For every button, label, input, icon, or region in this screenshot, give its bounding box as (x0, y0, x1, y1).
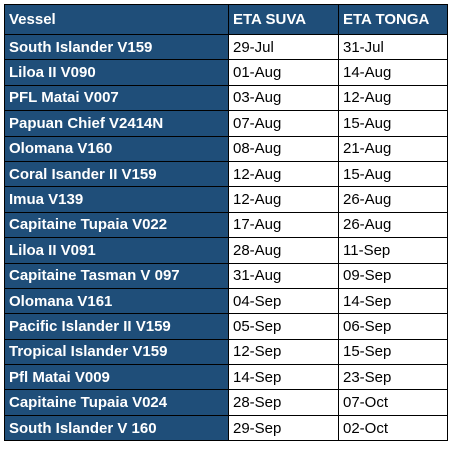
vessel-cell: Pacific Islander II V159 (4, 313, 229, 340)
table-row: Capitaine Tupaia V022 17-Aug 26-Aug (4, 211, 448, 239)
date-cell: 29-Jul (228, 33, 339, 61)
table-row: South Islander V159 29-Jul 31-Jul (4, 33, 448, 61)
vessel-cell: PFL Matai V007 (4, 84, 229, 112)
date-cell: 15-Aug (338, 160, 448, 188)
table-row: Coral Isander II V159 12-Aug 15-Aug (4, 160, 448, 188)
date-cell: 07-Aug (228, 110, 339, 137)
date-cell: 12-Aug (338, 84, 448, 112)
table-row: Liloa II V090 01-Aug 14-Aug (4, 59, 448, 86)
table-row: South Islander V 160 29-Sep 02-Oct (4, 414, 448, 442)
date-cell: 09-Sep (338, 262, 448, 289)
eta-table: Vessel ETA SUVA ETA TONGA South Islander V… (4, 4, 448, 442)
table-row: Papuan Chief V2414N 07-Aug 15-Aug (4, 110, 448, 137)
date-cell: 21-Aug (338, 135, 448, 162)
vessel-cell: Liloa II V090 (4, 59, 229, 86)
date-cell: 15-Sep (338, 338, 448, 366)
vessel-cell: Pfl Matai V009 (4, 364, 229, 391)
date-cell: 28-Aug (228, 237, 339, 264)
table-row: Capitaine Tupaia V024 28-Sep 07-Oct (4, 389, 448, 416)
vessel-cell: Imua V139 (4, 186, 229, 213)
date-cell: 08-Aug (228, 135, 339, 162)
table-row: Olomana V160 08-Aug 21-Aug (4, 135, 448, 162)
table-row: Liloa II V091 28-Aug 11-Sep (4, 237, 448, 264)
date-cell: 14-Sep (338, 287, 448, 315)
table-row: Tropical Islander V159 12-Sep 15-Sep (4, 338, 448, 366)
header-cell: ETA SUVA (228, 4, 339, 35)
table-row: Imua V139 12-Aug 26-Aug (4, 186, 448, 213)
date-cell: 02-Oct (338, 414, 448, 442)
date-cell: 12-Aug (228, 160, 339, 188)
table-row: Pfl Matai V009 14-Sep 23-Sep (4, 364, 448, 391)
date-cell: 04-Sep (228, 287, 339, 315)
vessel-cell: Papuan Chief V2414N (4, 110, 229, 137)
table-row: Pacific Islander II V159 05-Sep 06-Sep (4, 313, 448, 340)
vessel-cell: Olomana V161 (4, 287, 229, 315)
date-cell: 29-Sep (228, 414, 339, 442)
date-cell: 26-Aug (338, 186, 448, 213)
date-cell: 01-Aug (228, 59, 339, 86)
header-cell: Vessel (4, 4, 229, 35)
vessel-cell: Coral Isander II V159 (4, 160, 229, 188)
vessel-cell: Capitaine Tupaia V022 (4, 211, 229, 239)
date-cell: 12-Aug (228, 186, 339, 213)
vessel-cell: Olomana V160 (4, 135, 229, 162)
date-cell: 17-Aug (228, 211, 339, 239)
vessel-cell: Capitaine Tasman V 097 (4, 262, 229, 289)
table-row: PFL Matai V007 03-Aug 12-Aug (4, 84, 448, 112)
date-cell: 15-Aug (338, 110, 448, 137)
date-cell: 11-Sep (338, 237, 448, 264)
date-cell: 12-Sep (228, 338, 339, 366)
date-cell: 06-Sep (338, 313, 448, 340)
vessel-cell: South Islander V 160 (4, 414, 229, 442)
date-cell: 31-Jul (338, 33, 448, 61)
vessel-cell: Capitaine Tupaia V024 (4, 389, 229, 416)
date-cell: 14-Sep (228, 364, 339, 391)
table-row: Olomana V161 04-Sep 14-Sep (4, 287, 448, 315)
date-cell: 05-Sep (228, 313, 339, 340)
date-cell: 31-Aug (228, 262, 339, 289)
table-row: Capitaine Tasman V 097 31-Aug 09-Sep (4, 262, 448, 289)
header-row: Vessel ETA SUVA ETA TONGA (4, 4, 448, 35)
vessel-cell: Liloa II V091 (4, 237, 229, 264)
date-cell: 07-Oct (338, 389, 448, 416)
date-cell: 26-Aug (338, 211, 448, 239)
header-cell: ETA TONGA (338, 4, 448, 35)
vessel-cell: South Islander V159 (4, 33, 229, 61)
date-cell: 23-Sep (338, 364, 448, 391)
date-cell: 28-Sep (228, 389, 339, 416)
vessel-cell: Tropical Islander V159 (4, 338, 229, 366)
date-cell: 03-Aug (228, 84, 339, 112)
date-cell: 14-Aug (338, 59, 448, 86)
